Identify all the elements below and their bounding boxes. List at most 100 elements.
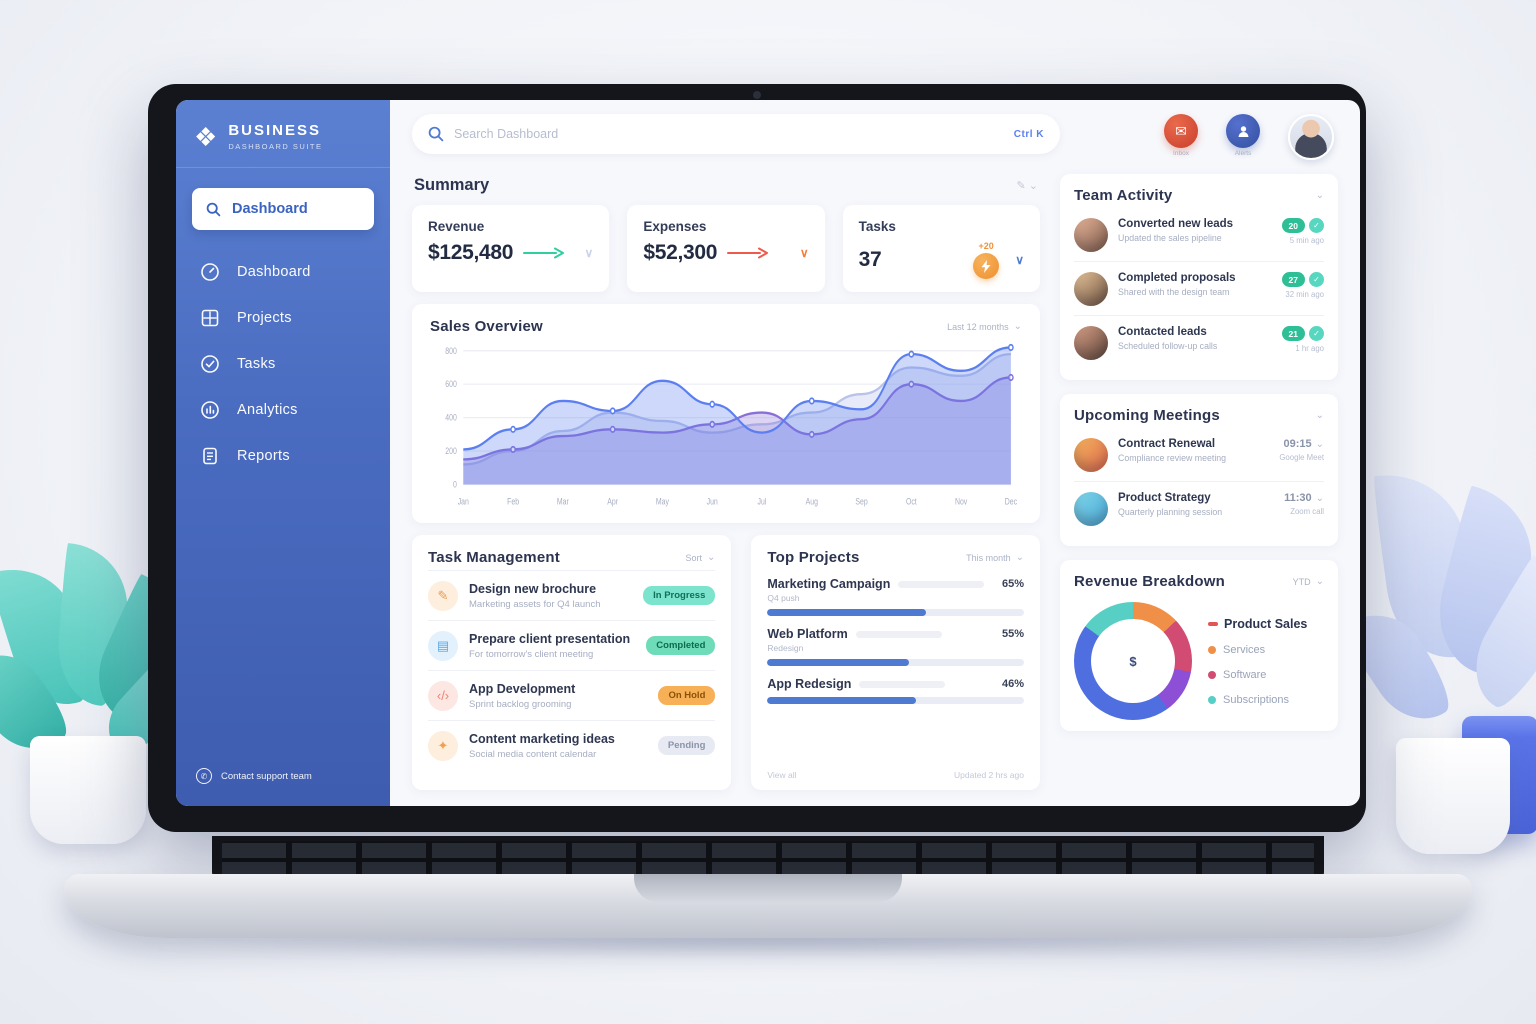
sidebar-nav: Dashboard Projects Tasks Analytics Repor…: [176, 262, 390, 466]
task-row[interactable]: ✦ Content marketing ideas Social media c…: [428, 720, 716, 770]
revenue-label: Revenue: [428, 219, 485, 234]
user-avatar[interactable]: [1288, 114, 1334, 160]
team-activity-row[interactable]: Contacted leads Scheduled follow-up call…: [1074, 315, 1324, 369]
upcoming-meetings-title: Upcoming Meetings: [1074, 407, 1220, 424]
project-note: Redesign: [767, 643, 804, 653]
expenses-value: $52,300: [643, 241, 718, 264]
sidebar-item-label: Dashboard: [237, 264, 311, 280]
project-progress-bar: [767, 609, 1024, 616]
header-actions: ✉ Inbox Alerts: [1164, 114, 1338, 160]
search-shortcut: Ctrl K: [1013, 128, 1044, 140]
sidebar-item-projects[interactable]: Projects: [200, 308, 366, 328]
inbox-button[interactable]: ✉: [1164, 114, 1198, 148]
task-management-title: Task Management: [428, 549, 560, 566]
task-sort-menu[interactable]: Sort ⌄: [685, 552, 715, 563]
top-projects-card: Top Projects This month ⌄ Marketing Camp…: [751, 535, 1040, 790]
legend-label: Software: [1223, 668, 1267, 681]
chevron-down-icon[interactable]: ⌄: [1315, 410, 1324, 421]
meeting-row[interactable]: Contract Renewal Compliance review meeti…: [1074, 428, 1324, 481]
grid-icon: [201, 309, 219, 327]
project-row[interactable]: App Redesign 46%: [767, 677, 1024, 704]
revenue-breakdown-card: Revenue Breakdown YTD ⌄ $: [1060, 560, 1338, 731]
project-row[interactable]: Web Platform 55% Redesign: [767, 627, 1024, 666]
legend-marker: [1208, 621, 1218, 626]
chevron-down-icon[interactable]: ∨: [1015, 253, 1024, 267]
inbox-label: Inbox: [1173, 150, 1189, 157]
logo-title: BUSINESS: [228, 122, 321, 139]
check-icon: ✓: [1309, 326, 1324, 341]
meeting-time: 09:15: [1283, 438, 1312, 450]
tasks-delta-badge: +20: [978, 241, 994, 251]
task-title: App Development: [469, 681, 576, 696]
revenue-value: $125,480: [428, 241, 514, 264]
edit-icon[interactable]: ✎ ⌄: [1016, 180, 1039, 192]
team-activity-row[interactable]: Completed proposals Shared with the desi…: [1074, 261, 1324, 315]
laptop-trackpad-notch: [634, 874, 902, 902]
chevron-down-icon[interactable]: ⌄: [1315, 190, 1324, 201]
sidebar-item-label: Projects: [237, 310, 292, 326]
task-row[interactable]: ‹/› App Development Sprint backlog groom…: [428, 670, 716, 720]
revenue-breakdown-title: Revenue Breakdown: [1074, 573, 1225, 590]
gauge-icon: [201, 263, 219, 281]
legend-dot: [1208, 670, 1216, 679]
task-subtitle: Social media content calendar: [469, 748, 597, 760]
project-progress-bar: [767, 659, 1024, 666]
report-icon: [203, 447, 217, 465]
svg-text:Mar: Mar: [557, 497, 569, 507]
chevron-down-icon: ⌄: [1015, 552, 1024, 563]
activity-count-badge: 20: [1281, 218, 1305, 233]
chevron-down-icon: ⌄: [1315, 438, 1324, 450]
donut-center-glyph: $: [1091, 619, 1175, 703]
svg-text:Jun: Jun: [707, 497, 718, 507]
chevron-down-icon[interactable]: ∨: [799, 246, 809, 260]
projects-range-menu[interactable]: This month ⌄: [966, 552, 1024, 563]
task-row[interactable]: ✎ Design new brochure Marketing assets f…: [428, 570, 716, 620]
right-rail: Team Activity ⌄ Converted new leads Upda…: [1060, 174, 1338, 790]
sidebar-item-tasks[interactable]: Tasks: [200, 354, 366, 374]
meeting-time: 11:30: [1284, 492, 1312, 504]
top-projects-title: Top Projects: [767, 549, 860, 566]
search-input[interactable]: [454, 127, 1004, 141]
expenses-card[interactable]: Expenses $52,300 ∨: [627, 205, 825, 292]
task-status-badge: On Hold: [658, 686, 716, 705]
sales-range-menu[interactable]: Last 12 months ⌄: [947, 321, 1022, 332]
sidebar-support-link[interactable]: ✆ Contact support team: [176, 752, 390, 806]
sidebar-item-reports[interactable]: Reports: [200, 446, 366, 466]
meeting-row[interactable]: Product Strategy Quarterly planning sess…: [1074, 481, 1324, 535]
chevron-down-icon[interactable]: ∨: [584, 246, 594, 260]
project-row[interactable]: Marketing Campaign 65% Q4 push: [767, 577, 1024, 616]
activity-subtitle: Scheduled follow-up calls: [1118, 341, 1218, 351]
task-status-badge: Completed: [646, 636, 716, 655]
search-icon: [428, 126, 444, 142]
task-title: Prepare client presentation: [469, 631, 631, 646]
team-activity-row[interactable]: Converted new leads Updated the sales pi…: [1074, 208, 1324, 261]
support-icon: ✆: [196, 768, 212, 784]
check-icon: ✓: [1309, 218, 1324, 233]
alerts-button[interactable]: [1226, 114, 1260, 148]
revenue-card[interactable]: Revenue $125,480 ∨: [412, 205, 610, 292]
sidebar-item-dashboard[interactable]: Dashboard: [200, 262, 366, 282]
sidebar-item-label: Analytics: [237, 402, 298, 418]
alerts-label: Alerts: [1234, 150, 1252, 157]
chevron-down-icon: ⌄: [1315, 576, 1324, 587]
sidebar-item-analytics[interactable]: Analytics: [200, 400, 366, 420]
activity-title: Converted new leads: [1118, 218, 1234, 230]
project-accent-bar: [898, 580, 985, 588]
bolt-icon: [973, 253, 1000, 279]
topbar: Ctrl K ✉ Inbox Alerts: [412, 114, 1338, 160]
activity-count-badge: 21: [1281, 326, 1305, 341]
global-search[interactable]: Ctrl K: [412, 114, 1060, 154]
tasks-card[interactable]: Tasks 37 +20 ∨: [842, 205, 1040, 292]
activity-time: 32 min ago: [1285, 290, 1324, 299]
projects-footer-left[interactable]: View all: [767, 770, 797, 780]
donut-legend: Product Sales Services Software: [1208, 617, 1307, 706]
task-sort-label: Sort: [685, 552, 702, 563]
task-row[interactable]: ▤ Prepare client presentation For tomorr…: [428, 620, 716, 670]
project-name: Marketing Campaign: [767, 577, 891, 591]
sidebar-active-item-dashboard[interactable]: Dashboard: [192, 188, 374, 230]
task-icon: ‹/›: [428, 680, 458, 711]
revenue-range-label: YTD: [1292, 576, 1311, 587]
revenue-range-menu[interactable]: YTD ⌄: [1293, 576, 1324, 587]
project-progress-bar: [767, 697, 1024, 704]
tasks-value: 37: [858, 248, 882, 271]
